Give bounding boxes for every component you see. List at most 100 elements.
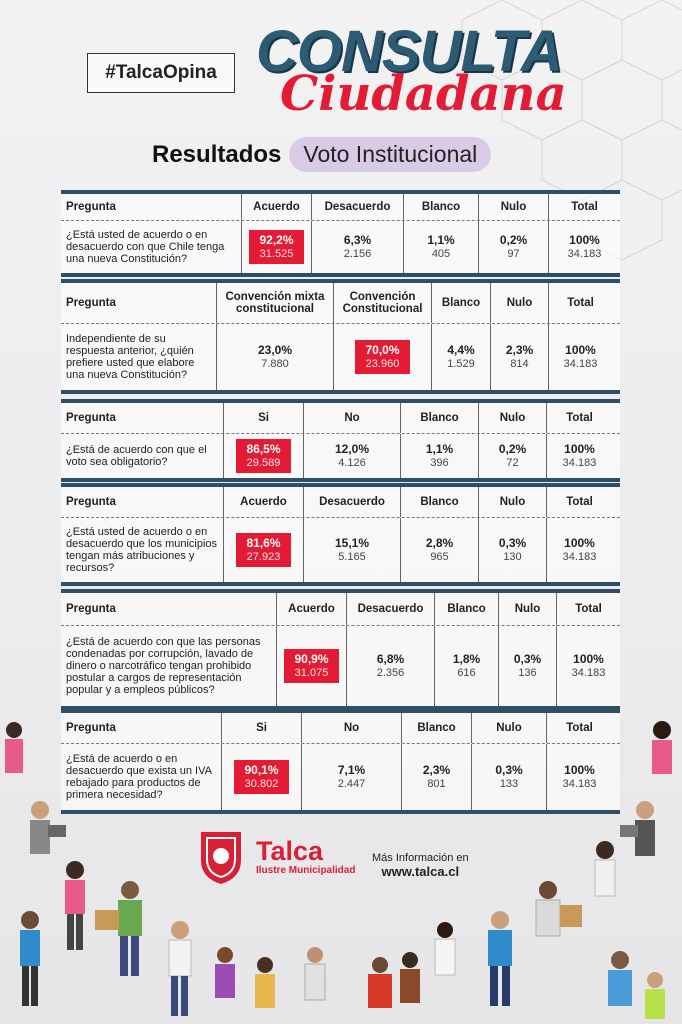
value-pct: 12,0% [334, 441, 370, 456]
value-count: 1.529 [447, 357, 475, 370]
value-pct: 70,0% [365, 342, 400, 357]
value-count: 396 [430, 456, 449, 469]
question-text: ¿Está de acuerdo con que las personas co… [66, 636, 261, 696]
value-pct: 0,3% [513, 651, 542, 666]
value-pct: 2,3% [505, 342, 534, 357]
value-count: 130 [503, 550, 522, 563]
header-nulo: Nulo [498, 593, 556, 625]
header-blanco: Blanco [431, 283, 490, 323]
value-pct: 100% [573, 651, 604, 666]
value-count: 72 [506, 456, 519, 469]
value-count: 34.183 [562, 456, 597, 469]
value-cell: 1,8% 616 [453, 652, 480, 679]
value-pct: 90,9% [294, 651, 329, 666]
value-pct: 90,1% [244, 762, 279, 777]
header-total: Total [556, 593, 620, 625]
question-text: Independiente de su respuesta anterior, … [66, 333, 195, 381]
value-highlight: 90,9% 31.075 [284, 648, 339, 684]
value-count: 2.447 [337, 777, 366, 790]
header-total: Total [548, 283, 612, 323]
subtitle-pill: Voto Institucional [289, 137, 492, 172]
value-cell: 2,3% 814 [505, 342, 534, 370]
value-cell: 100% 34.183 [572, 651, 606, 679]
header-col2: Desacuerdo [311, 194, 403, 220]
more-info-label: Más Información en [372, 852, 469, 864]
value-count: 27.923 [246, 550, 281, 563]
value-highlight: 90,1% 30.802 [234, 759, 289, 795]
value-pct: 6,3% [343, 232, 372, 247]
header-total: Total [546, 403, 612, 433]
header-col1: Acuerdo [276, 593, 346, 625]
value-cell: 1,1% 405 [427, 233, 454, 260]
value-cell: 15,1% 5.165 [335, 536, 369, 563]
hashtag-box: #TalcaOpina [87, 53, 235, 93]
header-pregunta: Pregunta [66, 201, 116, 213]
value-pct: 81,6% [246, 535, 281, 550]
more-info: Más Información en www.talca.cl [372, 852, 469, 879]
value-pct: 0,3% [495, 762, 523, 777]
header-col1: Convención mixta constitucional [216, 283, 333, 323]
value-cell: 12,0% 4.126 [334, 441, 370, 469]
question-text: ¿Está usted de acuerdo o en desacuerdo c… [66, 229, 225, 265]
header-col1: Acuerdo [223, 487, 303, 517]
brand-subtitle: Ilustre Municipalidad [256, 865, 356, 876]
value-highlight: 86,5% 29.589 [236, 438, 291, 474]
value-count: 4.126 [338, 456, 366, 469]
value-pct: 100% [564, 762, 595, 777]
value-count: 2.156 [343, 247, 372, 260]
value-count: 2.356 [376, 666, 405, 679]
header-pregunta: Pregunta [66, 412, 116, 424]
value-count: 97 [507, 247, 520, 260]
website-link[interactable]: www.talca.cl [381, 864, 460, 879]
header-blanco: Blanco [434, 593, 498, 625]
value-count: 616 [457, 666, 476, 679]
header-pregunta: Pregunta [66, 496, 116, 508]
value-cell: 6,8% 2.356 [376, 651, 405, 679]
value-cell: 100% 34.183 [564, 342, 598, 370]
value-pct: 86,5% [246, 441, 281, 456]
header-col1: Si [221, 713, 301, 743]
results-table-5: Pregunta Acuerdo Desacuerdo Blanco Nulo … [61, 589, 620, 710]
subtitle-results: Resultados [152, 140, 282, 168]
subtitle: Resultados Voto Institucional [152, 137, 492, 172]
value-pct: 92,2% [259, 232, 294, 247]
header-blanco: Blanco [400, 403, 478, 433]
value-pct: 0,2% [499, 232, 528, 247]
crowd-illustration [5, 721, 672, 1019]
results-table-6: Pregunta Si No Blanco Nulo Total ¿Está d… [61, 709, 620, 814]
header-nulo: Nulo [478, 194, 548, 220]
value-pct: 6,8% [376, 651, 405, 666]
value-cell: 100% 34.183 [563, 762, 597, 790]
value-cell: 100% 34.183 [562, 442, 597, 469]
header-col2: No [301, 713, 401, 743]
value-count: 34.183 [567, 247, 602, 260]
value-cell: 6,3% 2.156 [343, 232, 372, 260]
header-col2: Desacuerdo [303, 487, 400, 517]
question-text: ¿Está de acuerdo o en desacuerdo que exi… [66, 753, 212, 801]
header-nulo: Nulo [490, 283, 548, 323]
value-highlight: 81,6% 27.923 [236, 532, 291, 568]
value-pct: 100% [569, 232, 600, 247]
value-pct: 100% [564, 535, 595, 550]
value-pct: 7,1% [337, 762, 366, 777]
header-total: Total [546, 713, 612, 743]
header-total: Total [548, 194, 620, 220]
value-count: 136 [518, 666, 537, 679]
municipality-logo: Talca Ilustre Municipalidad [196, 828, 355, 886]
header-blanco: Blanco [400, 487, 478, 517]
header-pregunta: Pregunta [66, 603, 116, 615]
value-count: 31.525 [259, 247, 294, 260]
value-cell: 0,2% 97 [499, 232, 528, 260]
results-table-1: Pregunta Acuerdo Desacuerdo Blanco Nulo … [61, 190, 620, 277]
header-nulo: Nulo [478, 487, 546, 517]
value-cell: 0,3% 130 [499, 536, 526, 563]
header-nulo: Nulo [471, 713, 546, 743]
value-pct: 100% [565, 342, 596, 357]
value-count: 23.960 [365, 357, 400, 370]
brand-name: Talca [256, 836, 324, 866]
value-highlight: 70,0% 23.960 [355, 339, 410, 375]
question-text: ¿Está de acuerdo con que el voto sea obl… [66, 444, 207, 468]
value-count: 5.165 [338, 550, 366, 563]
value-cell: 0,3% 133 [495, 762, 523, 790]
value-cell: 100% 34.183 [567, 232, 602, 260]
